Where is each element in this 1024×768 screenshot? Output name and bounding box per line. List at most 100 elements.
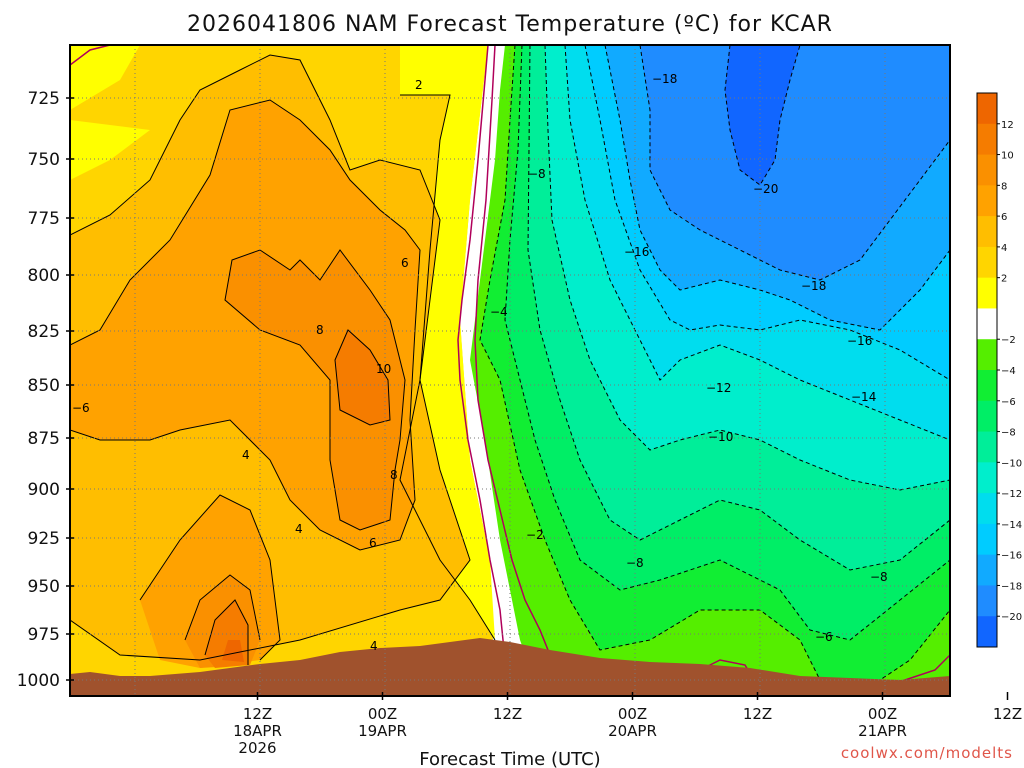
x-tick-label: 00Z xyxy=(618,705,647,723)
x-tick-year: 2026 xyxy=(238,739,276,757)
y-tick-label: 775 xyxy=(28,209,60,229)
colorbar-label: 12 xyxy=(1001,120,1014,131)
colorbar-label: 2 xyxy=(1001,274,1007,285)
x-tick-date: 21APR xyxy=(858,722,907,740)
warm-contour-lines xyxy=(70,54,496,665)
contour-label: 2 xyxy=(415,78,423,92)
contour-label: 6 xyxy=(369,536,377,550)
contour-label: −10 xyxy=(708,430,733,444)
chart-title: 2026041806 NAM Forecast Temperature (ºC)… xyxy=(187,12,833,37)
contour-label: 4 xyxy=(295,522,303,536)
fill-cold-m20to-m22 xyxy=(725,45,800,185)
y-tick-label: 975 xyxy=(28,625,60,645)
x-tick-label: 12Z xyxy=(493,705,522,723)
contour-label: −14 xyxy=(851,390,876,404)
colorbar-bin xyxy=(977,93,997,125)
fill-cold-m18to-m20 xyxy=(640,45,950,280)
plot-frame xyxy=(69,44,951,697)
contour-label: 4 xyxy=(370,639,378,653)
contour-label: 6 xyxy=(401,256,409,270)
colorbar-label: 8 xyxy=(1001,181,1007,192)
colorbar-bin xyxy=(977,216,997,248)
contour-label: −18 xyxy=(652,72,677,86)
colorbar-label: 10 xyxy=(1001,151,1014,162)
y-tick-label: 950 xyxy=(28,577,60,597)
contour-labels: 2 6 8 10 8 6 4 4 4 −6 −4 −8 −2 −18 −16 −… xyxy=(72,72,888,653)
plot-area: 2 6 8 10 8 6 4 4 4 −6 −4 −8 −2 −18 −16 −… xyxy=(70,45,950,696)
contour-label: 8 xyxy=(390,468,398,482)
y-tick-label: 800 xyxy=(28,266,60,286)
contour-label: −8 xyxy=(626,556,644,570)
y-tick-label: 725 xyxy=(28,89,60,109)
contour-label: −16 xyxy=(847,334,872,348)
colorbar-bin xyxy=(977,246,997,279)
contour-label: −18 xyxy=(801,279,826,293)
colorbar-label: −6 xyxy=(1001,397,1016,408)
colorbar-label: −18 xyxy=(1001,581,1022,592)
colorbar-label: −4 xyxy=(1001,366,1016,377)
colorbar-bin xyxy=(977,339,997,371)
colorbar-label: −20 xyxy=(1001,612,1022,623)
grid xyxy=(70,45,950,696)
x-tick-label: 00Z xyxy=(868,705,897,723)
x-tick-date: 20APR xyxy=(608,722,657,740)
contour-label: −12 xyxy=(706,381,731,395)
colorbar-label: −2 xyxy=(1001,335,1016,346)
colorbar-bin xyxy=(977,185,997,217)
fill-warm-12to14 xyxy=(222,640,244,662)
colorbar-label: 6 xyxy=(1001,212,1007,223)
colorbar-label: −16 xyxy=(1001,551,1022,562)
colorbar-bin xyxy=(977,123,997,156)
colorbar-bin xyxy=(977,493,997,525)
fill-warm-10to12 xyxy=(205,330,390,668)
colorbar-bin xyxy=(977,523,997,556)
contour-label: 4 xyxy=(242,448,250,462)
colorbar-label: −10 xyxy=(1001,458,1022,469)
x-tick-label: 12Z xyxy=(743,705,772,723)
colorbar-bin xyxy=(977,308,997,340)
zero-contour-left xyxy=(70,45,506,661)
contour-label: −8 xyxy=(528,167,546,181)
credit-text[interactable]: coolwx.com/modelts xyxy=(841,744,1013,762)
fill-warm-6to8 xyxy=(70,100,420,668)
colorbar-label: −14 xyxy=(1001,520,1022,531)
colorbar-label: −8 xyxy=(1001,428,1016,439)
x-tick-label: 12Z xyxy=(993,705,1022,723)
colorbar-bin xyxy=(977,554,997,586)
y-tick-label: 900 xyxy=(28,480,60,500)
colorbar-label: 4 xyxy=(1001,243,1007,254)
y-axis: 725 750 775 800 825 850 875 900 925 950 975 1000 xyxy=(17,89,74,691)
x-tick-date: 19APR xyxy=(358,722,407,740)
contour-label: −20 xyxy=(753,182,778,196)
y-tick-label: 875 xyxy=(28,429,60,449)
contour-label: −4 xyxy=(490,305,508,319)
colorbar-bin xyxy=(977,370,997,402)
x-tick-label: 00Z xyxy=(368,705,397,723)
contour-label: −6 xyxy=(815,630,833,644)
colorbar-bin xyxy=(977,431,997,463)
contour-label: −8 xyxy=(870,570,888,584)
colorbar-bin xyxy=(977,585,997,617)
contour-label: 8 xyxy=(316,323,324,337)
y-tick-label: 925 xyxy=(28,529,60,549)
colorbar-label: −12 xyxy=(1001,489,1022,500)
colorbar-bin xyxy=(977,400,997,433)
y-tick-label: 1000 xyxy=(17,671,60,691)
colorbar-bin xyxy=(977,277,997,309)
colorbar-bin xyxy=(977,154,997,186)
terrain xyxy=(70,638,950,696)
contour-label: −6 xyxy=(72,401,90,415)
x-tick-label: 12Z xyxy=(243,705,272,723)
contour-label: −16 xyxy=(624,245,649,259)
y-tick-label: 750 xyxy=(28,150,60,170)
y-tick-label: 850 xyxy=(28,376,60,396)
contour-label: 10 xyxy=(376,362,391,376)
y-tick-label: 825 xyxy=(28,322,60,342)
contour-label: −2 xyxy=(526,528,544,542)
x-tick-date: 18APR xyxy=(233,722,282,740)
fill-warm-0to2 xyxy=(70,45,495,640)
colorbar-bin xyxy=(977,462,997,494)
x-axis-title: Forecast Time (UTC) xyxy=(419,749,600,768)
